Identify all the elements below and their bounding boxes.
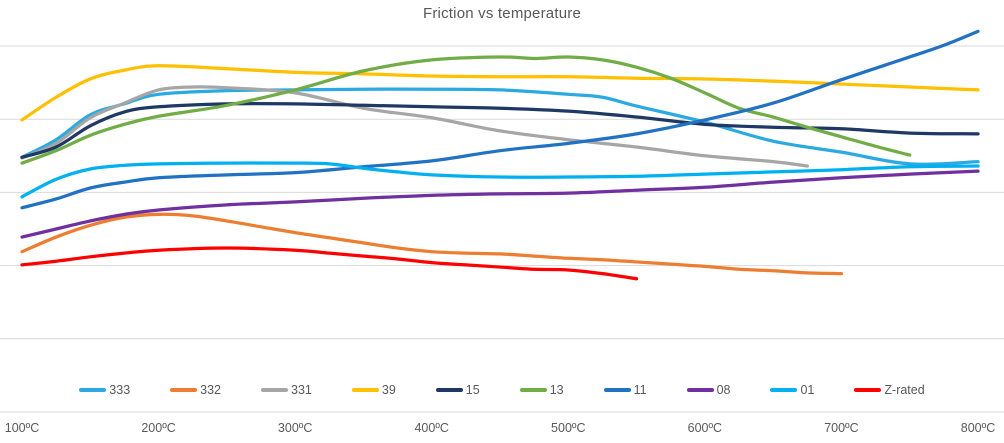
legend-marker-icon: [261, 388, 289, 392]
series-line-15[interactable]: [20, 101, 980, 159]
legend-item-13[interactable]: 13: [519, 382, 564, 398]
legend-label: 11: [633, 383, 647, 397]
legend-marker-icon: [170, 388, 198, 392]
legend-label: Z-rated: [884, 383, 925, 397]
legend-label: 39: [381, 383, 396, 397]
legend-marker-icon: [79, 388, 107, 392]
series-line-333[interactable]: [20, 87, 980, 166]
legend-marker-icon: [351, 388, 379, 392]
legend-marker-icon: [854, 388, 882, 392]
legend-item-332[interactable]: 332: [170, 382, 221, 398]
legend-label: 333: [109, 383, 131, 397]
legend-item-08[interactable]: 08: [686, 382, 731, 398]
legend-item-z-rated[interactable]: Z-rated: [854, 382, 925, 398]
legend-marker-icon: [519, 388, 547, 392]
legend-label: 01: [800, 383, 815, 397]
legend-label: 08: [716, 383, 731, 397]
legend-marker-icon: [770, 388, 798, 392]
legend-marker-icon: [603, 388, 631, 392]
legend-label: 331: [291, 383, 312, 397]
legend-label: 332: [200, 383, 222, 397]
legend: 333 332 331 39 15 13 11 08 01 Z-rated: [0, 382, 1004, 398]
legend-item-11[interactable]: 11: [603, 382, 647, 398]
series-line-08[interactable]: [20, 169, 980, 239]
legend-item-01[interactable]: 01: [770, 382, 814, 398]
legend-item-15[interactable]: 15: [435, 382, 480, 398]
legend-marker-icon: [686, 388, 714, 392]
legend-item-331[interactable]: 331: [261, 382, 312, 398]
series-line-z-rated[interactable]: [20, 246, 639, 281]
legend-item-39[interactable]: 39: [351, 382, 396, 398]
legend-label: 13: [549, 383, 564, 397]
legend-item-333[interactable]: 333: [79, 382, 130, 398]
legend-marker-icon: [435, 388, 463, 392]
series-line-13[interactable]: [20, 55, 912, 165]
legend-label: 15: [465, 383, 480, 397]
series-line-332[interactable]: [20, 212, 844, 276]
series-line-11[interactable]: [20, 29, 980, 210]
series-line-01[interactable]: [20, 161, 980, 199]
chart-title: Friction vs temperature: [423, 5, 581, 22]
series-line-39[interactable]: [20, 64, 980, 122]
